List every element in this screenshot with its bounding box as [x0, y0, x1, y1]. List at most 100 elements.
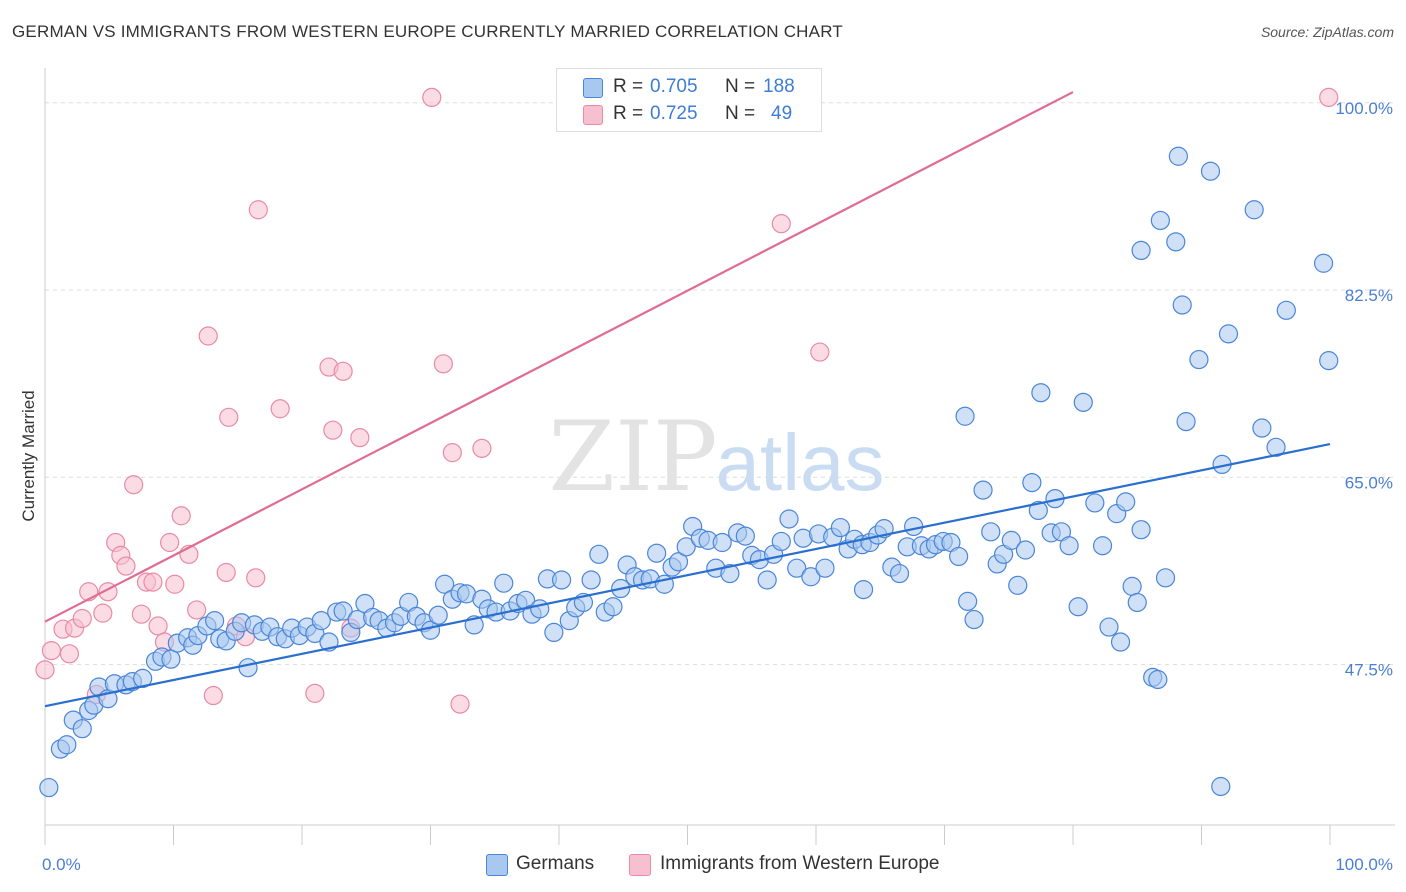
- correlation-legend: R = 0.705 N = 188 R = 0.725 N = 49: [556, 68, 822, 132]
- immigrants-point: [160, 532, 180, 553]
- germans-point: [787, 558, 807, 578]
- germans-point: [1200, 161, 1221, 181]
- germans-point: [205, 611, 225, 631]
- legend-n-label: N =: [725, 76, 756, 97]
- germans-point: [1131, 520, 1151, 540]
- germans-point: [1001, 530, 1021, 550]
- legend-r-value: 0.725: [650, 103, 698, 124]
- immigrants-point: [422, 87, 442, 108]
- immigrants-point: [131, 604, 151, 624]
- germans-point: [1122, 576, 1142, 596]
- immigrants-point: [187, 600, 207, 620]
- germans-point: [1148, 669, 1168, 690]
- legend-r-label: R =: [613, 103, 644, 124]
- legend-swatch-immigrants: [583, 105, 603, 125]
- watermark-atlas: atlas: [716, 418, 885, 507]
- germans-point: [1059, 536, 1079, 556]
- germans-point: [676, 537, 696, 557]
- immigrants-point: [116, 556, 136, 576]
- germans-point: [161, 649, 181, 669]
- germans-point: [1008, 575, 1028, 595]
- germans-point: [1155, 568, 1176, 588]
- germans-point: [1028, 500, 1048, 521]
- immigrants-point: [433, 354, 453, 374]
- germans-point: [1211, 776, 1231, 797]
- germans-trend-line: [44, 443, 1331, 708]
- legend-n-value: 49: [771, 103, 793, 124]
- legend-label-germans: Germans: [516, 853, 595, 874]
- germans-point: [1189, 349, 1209, 370]
- germans-point: [72, 719, 92, 739]
- immigrants-point: [810, 342, 830, 362]
- watermark: ZIP atlas: [548, 401, 884, 513]
- germans-point: [1176, 412, 1196, 432]
- germans-point: [1244, 200, 1264, 220]
- germans-point: [1276, 300, 1296, 320]
- germans-point: [494, 573, 514, 593]
- germans-point: [757, 570, 777, 590]
- germans-point: [428, 605, 448, 625]
- germans-point: [435, 574, 455, 594]
- germans-point: [311, 611, 331, 631]
- chart-title: GERMAN VS IMMIGRANTS FROM WESTERN EUROPE…: [12, 22, 843, 41]
- germans-point: [1015, 540, 1036, 560]
- immigrants-point: [143, 572, 163, 592]
- y-axis-title: Currently Married: [19, 390, 38, 521]
- germans-point: [1068, 597, 1088, 617]
- germans-point: [949, 546, 969, 567]
- germans-point: [1092, 536, 1113, 556]
- germans-point: [1252, 418, 1272, 438]
- legend-swatch-immigrants: [629, 854, 651, 876]
- germans-point: [530, 599, 550, 619]
- immigrants-point: [248, 200, 268, 220]
- germans-point: [1110, 632, 1131, 652]
- trend-lines: [44, 91, 1331, 708]
- immigrants-point: [246, 568, 266, 588]
- immigrants-point: [216, 562, 236, 583]
- series-germans-points: [39, 146, 1339, 798]
- immigrants-point: [59, 644, 80, 664]
- germans-point: [955, 406, 975, 426]
- immigrants-point: [450, 694, 470, 714]
- germans-point: [889, 563, 910, 584]
- y-tick-label: 47.5%: [1345, 661, 1393, 680]
- immigrants-point: [171, 506, 191, 526]
- immigrants-point: [771, 214, 791, 234]
- germans-point: [333, 601, 353, 621]
- immigrants-point: [472, 438, 492, 458]
- germans-point: [1127, 592, 1147, 613]
- germans-point: [958, 591, 978, 611]
- germans-point: [853, 579, 874, 600]
- immigrants-point: [305, 683, 325, 703]
- germans-point: [830, 517, 851, 538]
- immigrants-point: [219, 407, 239, 427]
- immigrants-point: [148, 616, 168, 636]
- germans-point: [238, 658, 258, 678]
- immigrants-point: [198, 326, 218, 346]
- germans-point: [57, 735, 77, 755]
- immigrants-point: [203, 685, 223, 706]
- y-tick-label: 65.0%: [1345, 473, 1393, 492]
- immigrants-point: [72, 608, 92, 629]
- germans-point: [1266, 437, 1286, 457]
- germans-point: [544, 622, 564, 643]
- germans-point: [1131, 240, 1151, 261]
- legend-row-immigrants: R = 0.725 N = 49: [557, 102, 821, 128]
- germans-point: [1073, 392, 1093, 412]
- germans-point: [735, 526, 755, 546]
- germans-point: [904, 516, 924, 537]
- germans-point: [551, 570, 572, 590]
- legend-r-value: 0.705: [650, 76, 698, 97]
- watermark-zip: ZIP: [548, 401, 717, 513]
- immigrants-point: [323, 420, 343, 440]
- germans-point: [720, 563, 740, 584]
- germans-point: [1166, 232, 1186, 252]
- immigrants-point: [1319, 87, 1339, 108]
- immigrants-point: [350, 428, 370, 448]
- germans-point: [1099, 617, 1119, 637]
- germans-point: [779, 509, 799, 529]
- germans-point: [1116, 492, 1136, 512]
- immigrants-point: [124, 475, 144, 495]
- germans-point: [1218, 324, 1239, 344]
